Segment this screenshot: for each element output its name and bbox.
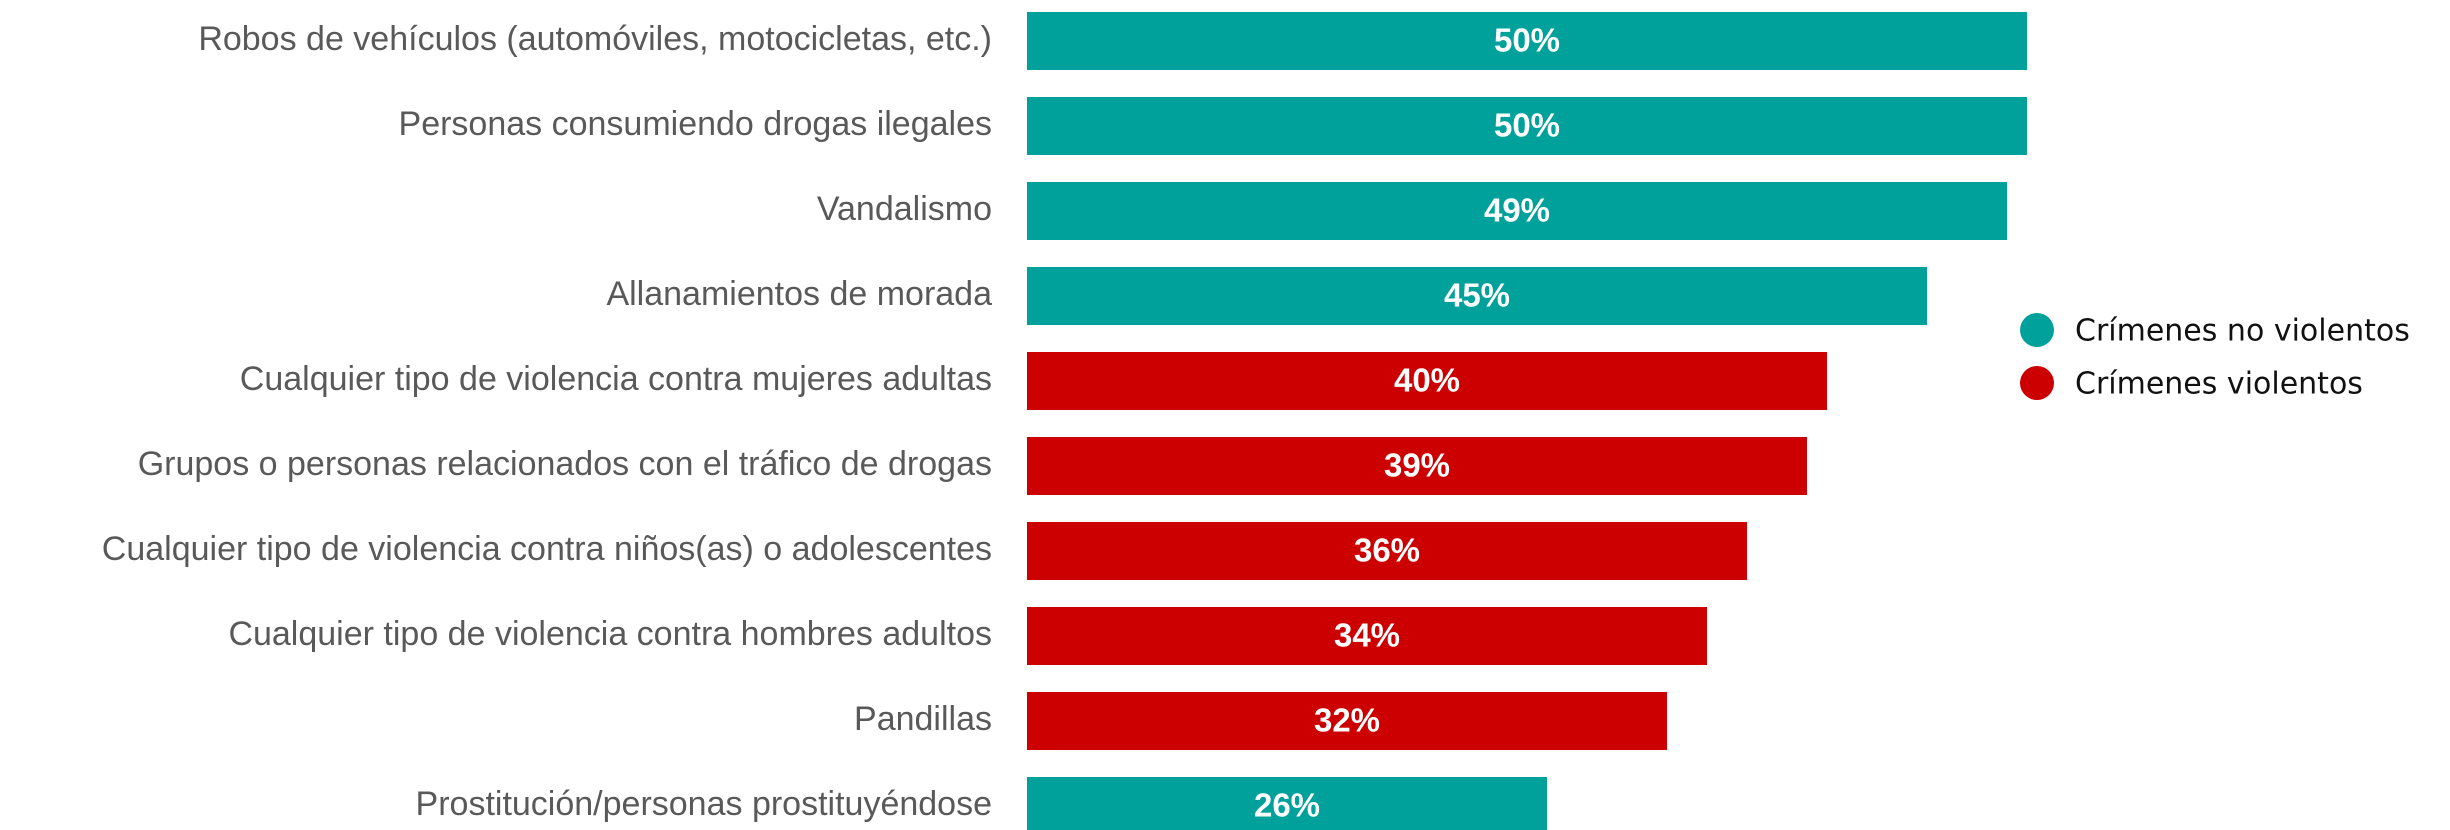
value-label: 36% — [1354, 532, 1420, 569]
bar — [1027, 97, 2027, 155]
category-label: Vandalismo — [817, 190, 992, 228]
bar — [1027, 352, 1827, 410]
category-label: Robos de vehículos (automóviles, motocic… — [198, 20, 992, 58]
value-label: 50% — [1494, 22, 1560, 59]
value-label: 39% — [1384, 447, 1450, 484]
bar — [1027, 522, 1747, 580]
value-label: 45% — [1444, 277, 1510, 314]
category-label: Prostitución/personas prostituyéndose — [416, 785, 992, 823]
category-label: Allanamientos de morada — [606, 275, 992, 313]
value-label: 34% — [1334, 617, 1400, 654]
bar — [1027, 692, 1667, 750]
bar — [1027, 267, 1927, 325]
legend-label: Crímenes violentos — [2075, 367, 2363, 402]
category-label: Cualquier tipo de violencia contra niños… — [102, 530, 992, 568]
category-label: Cualquier tipo de violencia contra hombr… — [228, 615, 992, 653]
value-label: 50% — [1494, 107, 1560, 144]
category-label: Personas consumiendo drogas ilegales — [399, 105, 992, 143]
bar — [1027, 182, 2007, 240]
legend-label: Crímenes no violentos — [2075, 314, 2410, 349]
bar — [1027, 607, 1707, 665]
category-label: Grupos o personas relacionados con el tr… — [138, 445, 992, 483]
bar — [1027, 437, 1807, 495]
category-label: Pandillas — [854, 700, 992, 738]
value-label: 49% — [1484, 192, 1550, 229]
value-label: 26% — [1254, 787, 1320, 824]
legend-swatch — [2020, 366, 2054, 400]
bar — [1027, 777, 1547, 830]
category-label: Cualquier tipo de violencia contra mujer… — [240, 360, 992, 398]
bar — [1027, 12, 2027, 70]
legend-swatch — [2020, 313, 2054, 347]
value-label: 32% — [1314, 702, 1380, 739]
value-label: 40% — [1394, 362, 1460, 399]
